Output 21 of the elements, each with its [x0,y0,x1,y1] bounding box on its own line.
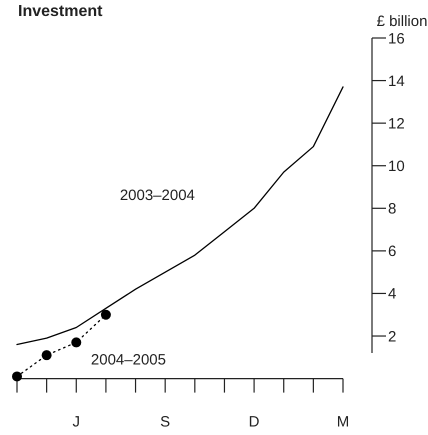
y-tick-label: 6 [388,243,396,260]
y-tick-label: 16 [388,30,405,48]
point [71,337,82,348]
point [100,310,111,320]
y-axis-title: £ billion [376,13,428,30]
x-tick-label: S [160,414,170,431]
x-tick-label: M [336,414,350,431]
x-tick-label: D [248,414,260,431]
x-tick-label: J [72,414,80,431]
series-label: 2004–2005 [90,352,166,369]
y-tick-label: 4 [388,286,396,303]
y-tick-label: 12 [388,115,405,132]
point [42,350,52,360]
chart-title: Investment [18,3,104,20]
y-tick-label: 10 [388,158,405,175]
line-series [16,86,344,346]
y-tick-label: 14 [388,72,405,90]
y-tick-label: 2 [388,328,396,346]
text: 2003–2004 [120,187,195,204]
y-tick-label: 8 [388,200,396,218]
point [12,371,22,382]
